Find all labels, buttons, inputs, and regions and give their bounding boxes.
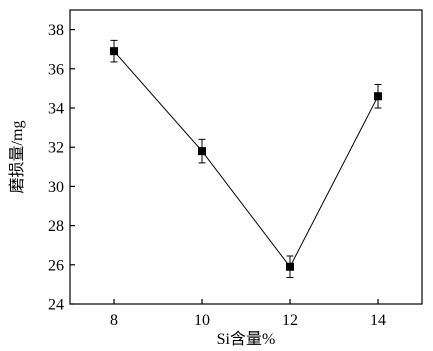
y-tick-label: 32 — [48, 140, 64, 157]
y-tick-label: 26 — [48, 257, 64, 274]
series-line — [113, 50, 379, 268]
series-layer — [110, 39, 382, 279]
x-tick-label: 14 — [370, 312, 386, 329]
y-tick-label: 28 — [48, 218, 64, 235]
axes — [69, 9, 423, 305]
x-axis-title: Si含量% — [217, 330, 276, 348]
x-tick-label: 10 — [194, 312, 210, 329]
y-tick-label: 34 — [48, 101, 64, 118]
data-point-marker — [110, 47, 118, 56]
data-point-marker — [374, 92, 382, 101]
y-tick-label: 24 — [48, 297, 64, 314]
x-tick-label: 8 — [110, 312, 118, 329]
data-point-marker — [286, 262, 294, 271]
plot-frame — [69, 9, 423, 305]
y-tick-label: 30 — [48, 179, 64, 196]
y-axis-title: 磨损量/mg — [8, 121, 26, 194]
y-tick-label: 38 — [48, 22, 64, 39]
ticks: 8 10 12 14 24 26 28 30 32 34 36 38 — [48, 22, 386, 329]
y-tick-label: 36 — [48, 61, 64, 78]
data-point-marker — [198, 147, 206, 156]
x-tick-label: 12 — [282, 312, 298, 329]
